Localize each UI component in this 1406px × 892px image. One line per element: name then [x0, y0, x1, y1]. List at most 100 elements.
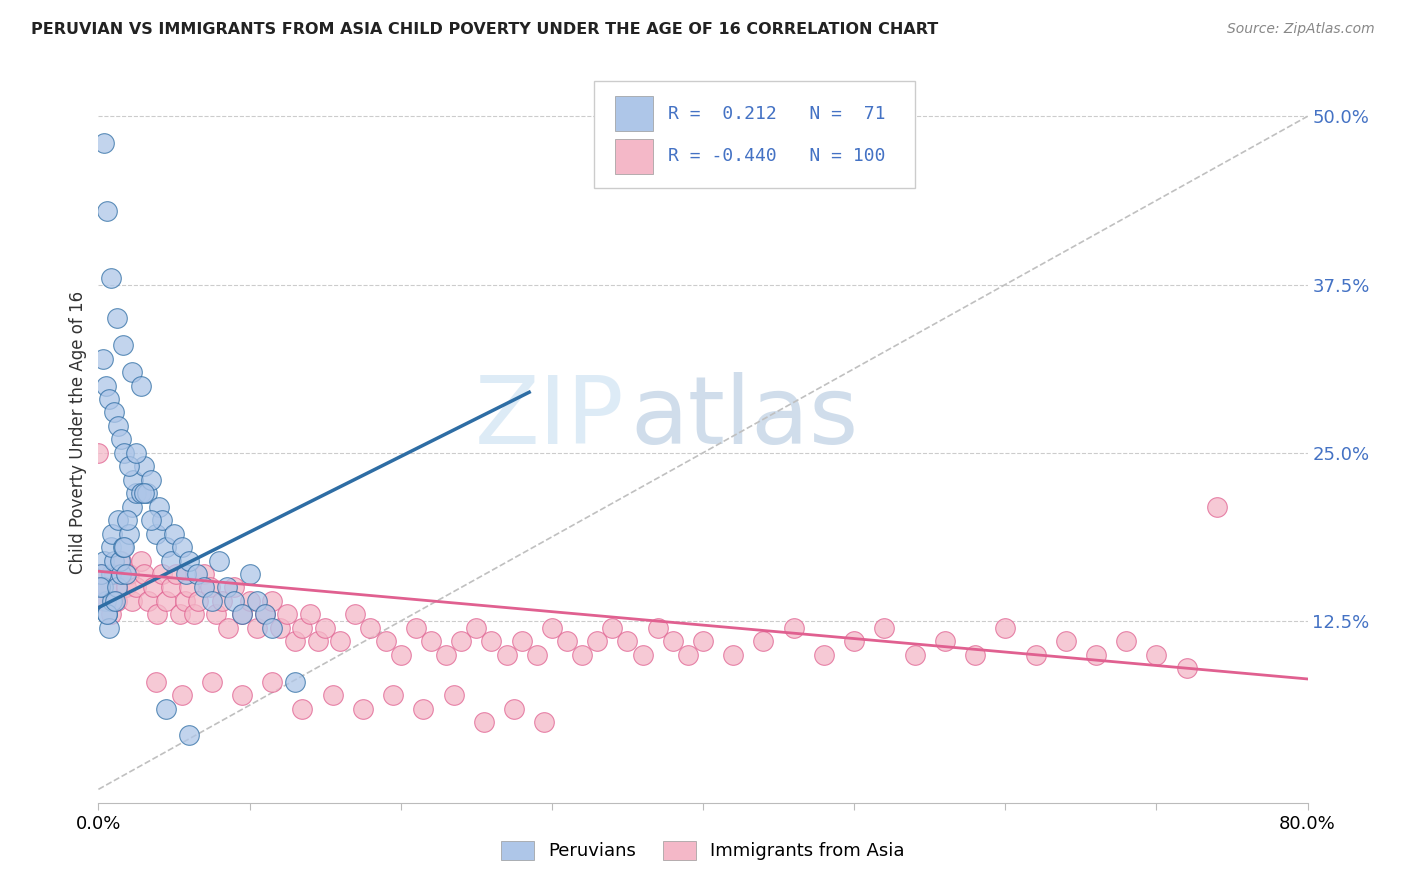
Point [934, 634, 956, 648]
Point [873, 621, 896, 635]
Point [118, 459, 141, 474]
Point [115, 513, 138, 527]
Point [150, 513, 173, 527]
Point [165, 566, 187, 581]
Point [284, 634, 307, 648]
Point [262, 621, 284, 635]
Point [844, 634, 866, 648]
FancyBboxPatch shape [595, 81, 915, 188]
Point [239, 566, 262, 581]
Point [179, 729, 201, 743]
Point [98, 621, 121, 635]
Point [87, 446, 110, 460]
Point [503, 701, 526, 715]
Point [103, 566, 125, 581]
Point [602, 621, 624, 635]
Point [481, 634, 503, 648]
Point [125, 446, 148, 460]
Point [94, 378, 117, 392]
Point [352, 701, 374, 715]
Point [105, 311, 128, 326]
Point [141, 513, 163, 527]
Point [132, 486, 155, 500]
Point [91, 581, 114, 595]
Point [193, 581, 215, 595]
Point [179, 553, 201, 567]
Point [155, 701, 177, 715]
Point [93, 594, 115, 608]
Point [141, 473, 163, 487]
Point [114, 581, 136, 595]
Point [170, 540, 193, 554]
Point [145, 674, 167, 689]
Text: Source: ZipAtlas.com: Source: ZipAtlas.com [1227, 22, 1375, 37]
Point [434, 648, 457, 662]
Point [96, 607, 118, 622]
Point [112, 540, 135, 554]
Point [360, 621, 382, 635]
Point [118, 526, 141, 541]
Point [101, 526, 124, 541]
Point [965, 648, 987, 662]
Point [661, 634, 683, 648]
Point [215, 581, 238, 595]
Point [211, 594, 233, 608]
Text: ZIP: ZIP [475, 372, 624, 464]
Point [121, 594, 143, 608]
Point [91, 351, 114, 366]
Point [111, 540, 134, 554]
Point [136, 594, 159, 608]
Point [472, 714, 495, 729]
Point [108, 553, 131, 567]
Point [533, 714, 555, 729]
Point [112, 446, 135, 460]
Point [103, 553, 125, 567]
Point [813, 648, 835, 662]
Point [291, 701, 314, 715]
Point [96, 581, 118, 595]
Y-axis label: Child Poverty Under the Age of 16: Child Poverty Under the Age of 16 [69, 291, 87, 574]
Point [107, 513, 129, 527]
Point [231, 607, 253, 622]
Point [291, 621, 314, 635]
Point [322, 688, 344, 702]
Point [246, 594, 269, 608]
Point [150, 566, 173, 581]
Point [100, 270, 122, 285]
Point [1054, 634, 1077, 648]
Point [262, 594, 284, 608]
Point [420, 634, 443, 648]
Point [186, 566, 208, 581]
Point [155, 540, 177, 554]
Point [100, 607, 122, 622]
Point [217, 621, 239, 635]
Point [510, 634, 533, 648]
Point [94, 594, 117, 608]
Point [105, 594, 128, 608]
Point [100, 540, 122, 554]
Point [105, 581, 128, 595]
Point [100, 566, 122, 581]
Point [314, 621, 336, 635]
Point [103, 405, 125, 419]
Point [616, 634, 638, 648]
Point [647, 621, 669, 635]
Point [121, 365, 143, 379]
Point [253, 607, 276, 622]
Point [96, 607, 118, 622]
Point [118, 566, 141, 581]
Point [344, 607, 367, 622]
Point [994, 621, 1017, 635]
Point [1024, 648, 1046, 662]
Text: R = -0.440   N = 100: R = -0.440 N = 100 [668, 147, 886, 165]
Point [329, 634, 352, 648]
Point [179, 581, 201, 595]
Point [571, 648, 593, 662]
Point [224, 581, 246, 595]
Point [382, 688, 405, 702]
Point [89, 581, 111, 595]
Bar [614, 138, 654, 174]
Point [135, 486, 157, 500]
Point [170, 688, 193, 702]
Point [374, 634, 396, 648]
